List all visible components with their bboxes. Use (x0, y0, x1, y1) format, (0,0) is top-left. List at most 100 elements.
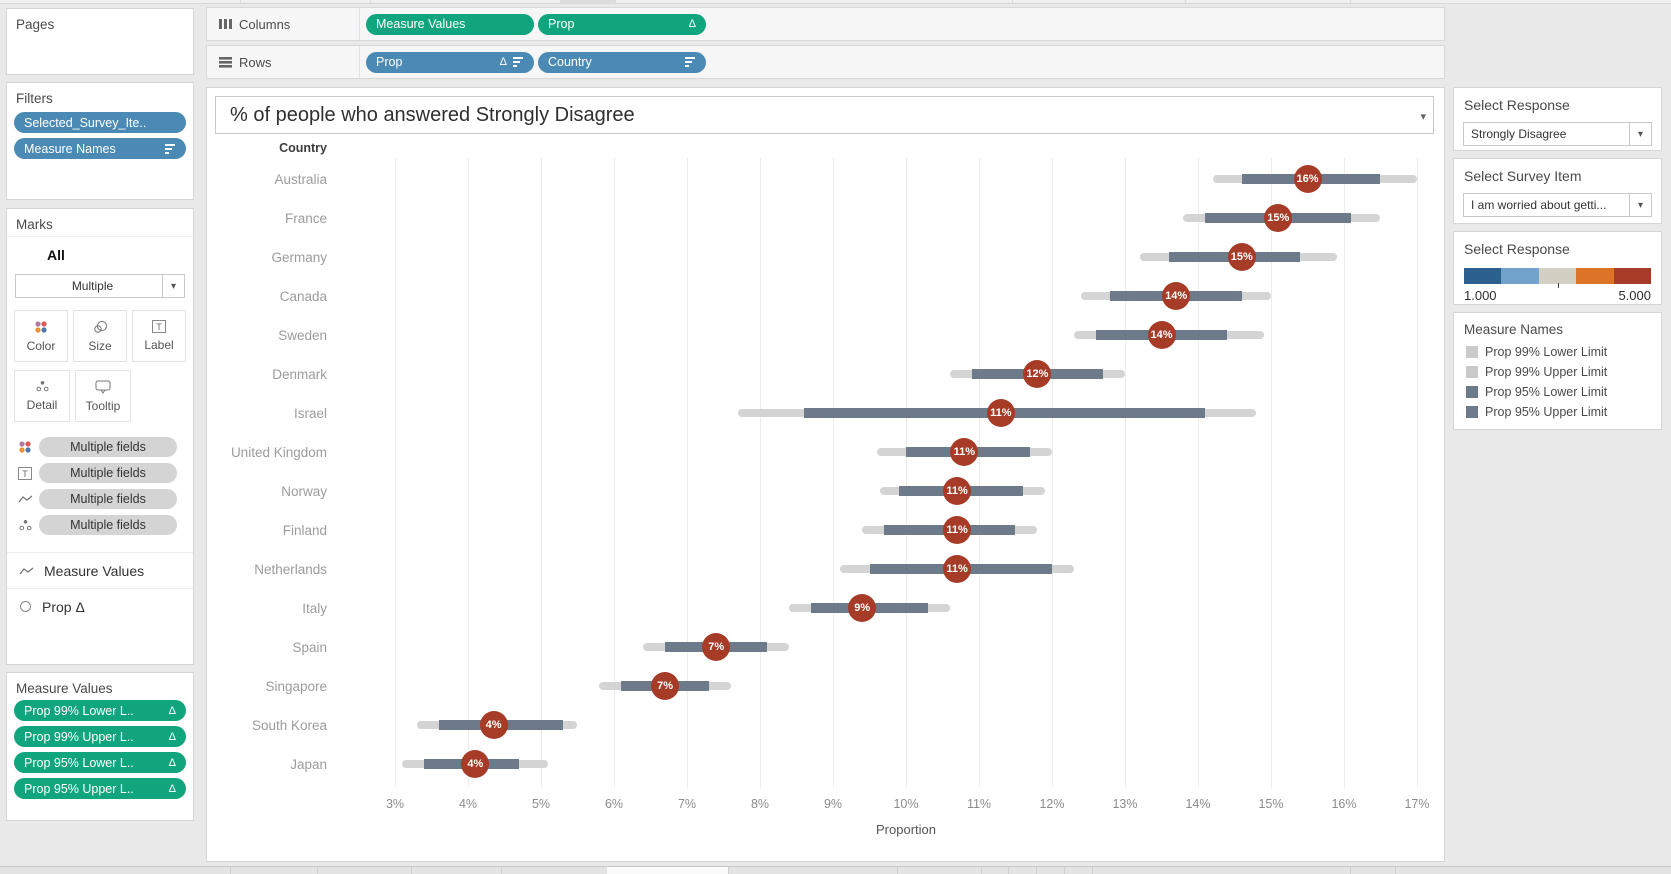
gridline (614, 158, 615, 788)
sort-icon[interactable] (685, 57, 696, 67)
ci-row-japan: 4% (365, 745, 1441, 784)
multiple-fields-pill[interactable]: Multiple fields (39, 489, 177, 509)
marks-layer-prop[interactable]: Prop Δ (7, 588, 193, 624)
gridline (1344, 158, 1345, 788)
sheet-tab-segment[interactable] (1064, 867, 1065, 874)
select-survey-item-dropdown[interactable]: I am worried about getti... ▾ (1463, 193, 1652, 217)
proportion-dot[interactable]: 11% (943, 555, 972, 583)
layer-label: Measure Values (44, 562, 145, 579)
columns-pill-measure-values[interactable]: Measure Values (366, 13, 534, 35)
gridline (1417, 158, 1418, 788)
mbtn-label: Color (26, 338, 56, 353)
sheet-tab-segment[interactable] (1350, 867, 1351, 874)
country-label: Germany (271, 250, 327, 265)
filters-shelf[interactable]: Filters Selected_Survey_Ite.. Measure Nam… (6, 82, 194, 200)
proportion-dot[interactable]: 11% (950, 438, 979, 466)
columns-shelf[interactable]: Columns Measure Values Prop Δ (206, 7, 1445, 41)
filter-pill-selected-survey-ite-[interactable]: Selected_Survey_Ite.. (14, 112, 186, 133)
sheet-tab-segment[interactable] (1395, 867, 1396, 874)
pill-label: Selected_Survey_Ite.. (24, 115, 147, 130)
active-sheet-tab[interactable] (607, 867, 728, 874)
proportion-dot[interactable]: 11% (986, 399, 1015, 427)
gridline (833, 158, 834, 788)
sheet-tab-segment[interactable] (317, 867, 318, 874)
legend-item[interactable]: Prop 95% Lower Limit (1454, 382, 1661, 402)
measure-values-pill-prop-95-upper-l-[interactable]: Prop 95% Upper L.. Δ (14, 778, 186, 799)
sheet-tab-segment[interactable] (728, 867, 729, 874)
detail-icon (17, 519, 33, 532)
chevron-down-icon[interactable]: ▾ (1629, 123, 1651, 145)
x-tick-label: 15% (1258, 797, 1284, 811)
sheet-tab-segment[interactable] (411, 867, 412, 874)
detail-button[interactable]: Detail (14, 370, 70, 422)
filters-title: Filters (16, 91, 53, 106)
size-button[interactable]: Size (73, 310, 127, 362)
country-label: Canada (279, 289, 327, 304)
gridline (979, 158, 980, 788)
legend-item[interactable]: Prop 99% Upper Limit (1454, 362, 1661, 382)
measure-names-legend-card: Measure Names Prop 99% Lower Limit Prop 9… (1453, 312, 1662, 430)
color-button[interactable]: Color (14, 310, 68, 362)
rows-shelf[interactable]: Rows Prop Δ Country (206, 45, 1445, 79)
chevron-down-icon[interactable]: ▾ (1420, 111, 1426, 123)
proportion-dot[interactable]: 15% (1264, 204, 1293, 232)
multiple-fields-pill[interactable]: Multiple fields (39, 463, 177, 483)
sheet-tab-segment[interactable] (1008, 867, 1009, 874)
country-label: Israel (293, 406, 327, 421)
measure-values-pill-prop-99-lower-l-[interactable]: Prop 99% Lower L.. Δ (14, 700, 186, 721)
sheet-tab-segment[interactable] (1092, 867, 1093, 874)
proportion-dot[interactable]: 7% (651, 672, 680, 700)
proportion-dot[interactable]: 15% (1227, 243, 1256, 271)
delta-icon: Δ (168, 756, 176, 769)
proportion-dot[interactable]: 11% (943, 477, 972, 505)
gridline (906, 158, 907, 788)
country-column-header[interactable]: Country (279, 141, 327, 155)
toolbar-segment (1012, 0, 1013, 4)
measure-values-pill-prop-99-upper-l-[interactable]: Prop 99% Upper L.. Δ (14, 726, 186, 747)
marks-layer-measure-values[interactable]: Measure Values (7, 552, 193, 588)
sheet-tab-segment[interactable] (1036, 867, 1037, 874)
legend-item[interactable]: Prop 95% Upper Limit (1454, 402, 1661, 422)
select-response-dropdown[interactable]: Strongly Disagree ▾ (1463, 122, 1652, 146)
marks-scope-all[interactable]: All (7, 236, 193, 272)
legend-item[interactable]: Prop 99% Lower Limit (1454, 342, 1661, 362)
delta-icon: Δ (168, 782, 176, 795)
sheet-tab-segment[interactable] (501, 867, 502, 874)
pages-shelf[interactable]: Pages (6, 8, 194, 75)
proportion-dot[interactable]: 14% (1162, 282, 1191, 310)
filter-pill-measure-names[interactable]: Measure Names (14, 138, 186, 159)
chevron-down-icon[interactable]: ▾ (162, 275, 184, 297)
proportion-dot[interactable]: 4% (461, 750, 490, 778)
proportion-dot[interactable]: 14% (1147, 321, 1176, 349)
proportion-dot[interactable]: 16% (1293, 165, 1322, 193)
sheet-tab-segment[interactable] (981, 867, 982, 874)
select-survey-item-card: Select Survey Item I am worried about ge… (1453, 158, 1662, 224)
rows-pill-country[interactable]: Country (538, 51, 706, 73)
proportion-dot[interactable]: 7% (702, 633, 731, 661)
sheet-tab-segment[interactable] (230, 867, 231, 874)
proportion-dot[interactable]: 9% (848, 594, 877, 622)
proportion-dot[interactable]: 11% (943, 516, 972, 544)
tooltip-button[interactable]: Tooltip (75, 370, 131, 422)
chart-title-box[interactable]: % of people who answered Strongly Disagr… (215, 96, 1434, 134)
plot-area[interactable]: 16% 15% 15% 14% 14% 12% 11% 11% 11% 11% 11% 9% 7% 7% 4… (365, 158, 1441, 860)
proportion-dot[interactable]: 4% (479, 711, 508, 739)
multiple-fields-pill[interactable]: Multiple fields (39, 437, 177, 457)
sheet-tabs-sliver[interactable] (0, 866, 1671, 874)
columns-pill-prop[interactable]: Prop Δ (538, 13, 706, 35)
mark-type-dropdown[interactable]: Multiple ▾ (15, 274, 185, 298)
rows-pill-prop[interactable]: Prop Δ (366, 51, 534, 73)
measure-values-pill-prop-95-lower-l-[interactable]: Prop 95% Lower L.. Δ (14, 752, 186, 773)
sort-icon[interactable] (165, 143, 176, 154)
multiple-fields-pill[interactable]: Multiple fields (39, 515, 177, 535)
chevron-down-icon[interactable]: ▾ (1629, 194, 1651, 216)
color-ramp[interactable] (1464, 268, 1652, 288)
proportion-dot[interactable]: 12% (1023, 360, 1052, 388)
gridline (1125, 158, 1126, 788)
pill-label: Measure Values (376, 17, 466, 31)
delta-icon: Δ (168, 704, 176, 717)
legend-label: Prop 99% Lower Limit (1485, 345, 1608, 359)
label-button[interactable]: T Label (132, 310, 186, 362)
sort-icon[interactable] (513, 57, 524, 67)
sheet-tab-segment[interactable] (897, 867, 898, 874)
